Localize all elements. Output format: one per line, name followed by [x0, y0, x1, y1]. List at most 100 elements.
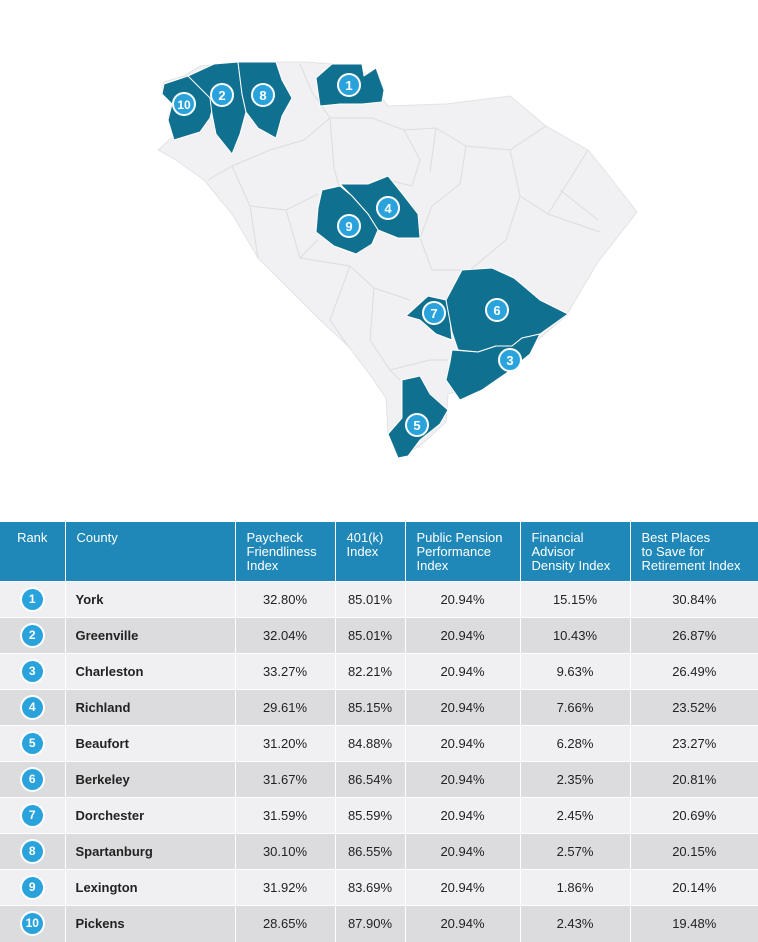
paycheck-cell: 32.80%: [235, 581, 336, 618]
best-cell: 19.48%: [630, 905, 758, 942]
map-badge-5: 5: [405, 413, 429, 437]
k401-cell: 85.01%: [335, 581, 406, 618]
table-row: 9 Lexington 31.92% 83.69% 20.94% 1.86% 2…: [0, 869, 758, 906]
paycheck-cell: 31.67%: [235, 761, 336, 798]
county-cell: Lexington: [65, 869, 236, 906]
table-header-row: Rank County Paycheck Friendliness Index …: [0, 522, 758, 582]
county-cell: Dorchester: [65, 797, 236, 834]
best-cell: 20.15%: [630, 833, 758, 870]
header-rank: Rank: [0, 522, 66, 582]
rank-badge: 2: [21, 625, 43, 646]
advisor-cell: 2.43%: [520, 905, 631, 942]
advisor-cell: 10.43%: [520, 617, 631, 654]
rank-badge: 10: [21, 913, 43, 935]
svg-text:7: 7: [430, 306, 437, 321]
rank-badge: 3: [21, 661, 43, 682]
rank-cell: 9: [0, 869, 66, 906]
k401-cell: 86.55%: [335, 833, 406, 870]
rank-cell: 5: [0, 725, 66, 762]
advisor-cell: 7.66%: [520, 689, 631, 726]
table-row: 6 Berkeley 31.67% 86.54% 20.94% 2.35% 20…: [0, 761, 758, 798]
table-row: 2 Greenville 32.04% 85.01% 20.94% 10.43%…: [0, 617, 758, 654]
best-cell: 26.49%: [630, 653, 758, 690]
svg-text:2: 2: [218, 88, 225, 103]
rank-badge: 5: [21, 733, 43, 754]
k401-cell: 86.54%: [335, 761, 406, 798]
svg-text:10: 10: [177, 98, 191, 112]
map-badge-4: 4: [376, 196, 400, 220]
paycheck-cell: 30.10%: [235, 833, 336, 870]
table-row: 5 Beaufort 31.20% 84.88% 20.94% 6.28% 23…: [0, 725, 758, 762]
rank-cell: 1: [0, 581, 66, 618]
paycheck-cell: 31.20%: [235, 725, 336, 762]
k401-cell: 85.01%: [335, 617, 406, 654]
county-shape-greenville: [187, 61, 247, 155]
county-cell: Richland: [65, 689, 236, 726]
rank-cell: 2: [0, 617, 66, 654]
header-best-places-index: Best Places to Save for Retirement Index: [630, 522, 758, 582]
header-401k-index: 401(k) Index: [335, 522, 406, 582]
best-cell: 20.69%: [630, 797, 758, 834]
advisor-cell: 9.63%: [520, 653, 631, 690]
rank-cell: 10: [0, 905, 66, 942]
table-row: 10 Pickens 28.65% 87.90% 20.94% 2.43% 19…: [0, 905, 758, 942]
advisor-cell: 2.35%: [520, 761, 631, 798]
rank-cell: 8: [0, 833, 66, 870]
map-badge-7: 7: [422, 301, 446, 325]
pension-cell: 20.94%: [405, 797, 521, 834]
county-cell: Beaufort: [65, 725, 236, 762]
paycheck-cell: 31.92%: [235, 869, 336, 906]
table-row: 8 Spartanburg 30.10% 86.55% 20.94% 2.57%…: [0, 833, 758, 870]
map-badge-8: 8: [251, 83, 275, 107]
rank-badge: 8: [21, 841, 43, 862]
table-row: 3 Charleston 33.27% 82.21% 20.94% 9.63% …: [0, 653, 758, 690]
county-cell: Greenville: [65, 617, 236, 654]
pension-cell: 20.94%: [405, 617, 521, 654]
map-badge-1: 1: [337, 73, 361, 97]
k401-cell: 85.15%: [335, 689, 406, 726]
best-cell: 23.27%: [630, 725, 758, 762]
rank-cell: 7: [0, 797, 66, 834]
svg-text:4: 4: [384, 201, 392, 216]
advisor-cell: 2.45%: [520, 797, 631, 834]
paycheck-cell: 32.04%: [235, 617, 336, 654]
pension-cell: 20.94%: [405, 725, 521, 762]
pension-cell: 20.94%: [405, 761, 521, 798]
rank-cell: 3: [0, 653, 66, 690]
rank-cell: 4: [0, 689, 66, 726]
svg-text:1: 1: [345, 78, 352, 93]
table-row: 7 Dorchester 31.59% 85.59% 20.94% 2.45% …: [0, 797, 758, 834]
k401-cell: 85.59%: [335, 797, 406, 834]
map-badge-3: 3: [498, 348, 522, 372]
paycheck-cell: 33.27%: [235, 653, 336, 690]
k401-cell: 84.88%: [335, 725, 406, 762]
county-cell: Spartanburg: [65, 833, 236, 870]
pension-cell: 20.94%: [405, 905, 521, 942]
map: 1 2 3 4 5 6 7 8 9 10: [157, 61, 638, 459]
advisor-cell: 1.86%: [520, 869, 631, 906]
map-badge-2: 2: [210, 83, 234, 107]
header-paycheck-index: Paycheck Friendliness Index: [235, 522, 336, 582]
rank-badge: 1: [21, 589, 43, 610]
svg-text:5: 5: [413, 418, 420, 433]
advisor-cell: 6.28%: [520, 725, 631, 762]
header-advisor-index: Financial Advisor Density Index: [520, 522, 631, 582]
paycheck-cell: 29.61%: [235, 689, 336, 726]
pension-cell: 20.94%: [405, 581, 521, 618]
map-badge-10: 10: [172, 92, 196, 116]
header-county: County: [65, 522, 236, 582]
best-cell: 26.87%: [630, 617, 758, 654]
map-badge-6: 6: [485, 298, 509, 322]
county-borders: [207, 63, 601, 381]
paycheck-cell: 31.59%: [235, 797, 336, 834]
rank-badge: 7: [21, 805, 43, 826]
svg-text:6: 6: [493, 303, 500, 318]
pension-cell: 20.94%: [405, 653, 521, 690]
k401-cell: 82.21%: [335, 653, 406, 690]
header-pension-index: Public Pension Performance Index: [405, 522, 521, 582]
k401-cell: 83.69%: [335, 869, 406, 906]
advisor-cell: 2.57%: [520, 833, 631, 870]
rank-badge: 6: [21, 769, 43, 790]
map-badge-9: 9: [337, 214, 361, 238]
rank-badge: 4: [21, 697, 43, 718]
